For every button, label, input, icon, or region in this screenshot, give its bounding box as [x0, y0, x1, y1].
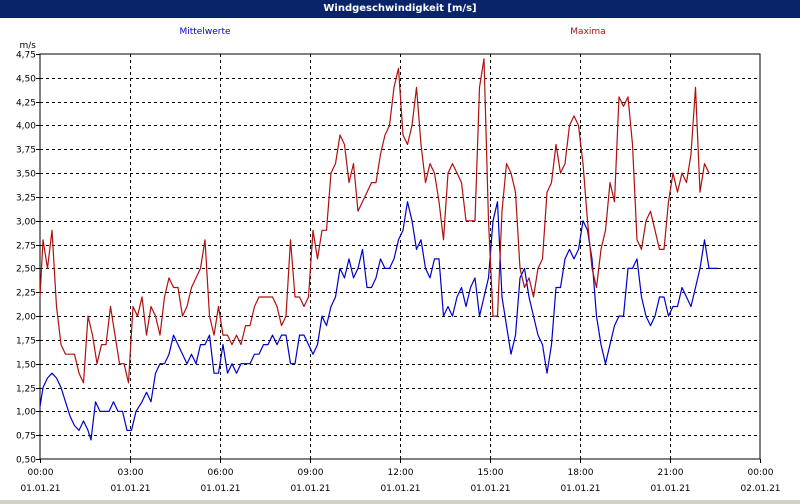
- x-tick-date-label: 01.01.21: [560, 484, 600, 494]
- y-tick-label: 0,50: [16, 456, 36, 466]
- y-tick-label: 2,25: [16, 289, 36, 299]
- x-tick-time-label: 18:00: [568, 468, 594, 478]
- y-tick-label: 3,50: [16, 170, 36, 180]
- y-tick-label: 1,75: [16, 337, 36, 347]
- y-tick-label: 4,25: [16, 99, 36, 109]
- x-tick-date-label: 01.01.21: [470, 484, 510, 494]
- x-tick-time-label: 21:00: [658, 468, 684, 478]
- y-tick-label: 3,25: [16, 194, 36, 204]
- x-tick-time-label: 15:00: [478, 468, 504, 478]
- x-tick-time-label: 00:00: [28, 468, 54, 478]
- y-tick-label: 3,00: [16, 218, 36, 228]
- x-tick-time-label: 00:00: [748, 468, 774, 478]
- y-tick-label: 4,50: [16, 75, 36, 85]
- series-line-maxima: [39, 58, 710, 384]
- x-tick-date-label: 01.01.21: [290, 484, 330, 494]
- y-axis-unit-label: m/s: [20, 41, 37, 51]
- x-tick-date-label: 01.01.21: [650, 484, 690, 494]
- x-tick-date-label: 01.01.21: [200, 484, 240, 494]
- y-tick-label: 2,50: [16, 265, 36, 275]
- y-tick-label: 0,75: [16, 432, 36, 442]
- x-tick-date-label: 02.01.21: [740, 484, 780, 494]
- x-tick-date-label: 01.01.21: [20, 484, 60, 494]
- y-tick-label: 4,00: [16, 122, 36, 132]
- x-tick-time-label: 03:00: [118, 468, 144, 478]
- legend-label-mittelwerte: Mittelwerte: [179, 27, 230, 37]
- y-tick-label: 3,75: [16, 146, 36, 156]
- series-line-mittelwerte: [39, 201, 718, 441]
- y-tick-label: 1,00: [16, 408, 36, 418]
- x-tick-time-label: 12:00: [388, 468, 414, 478]
- y-tick-label: 4,75: [16, 51, 36, 61]
- wind-speed-chart: 0,50 0,75 1,00 1,25 1,50 1,75 2,00 2,25 2,50 2,75…: [16, 27, 781, 494]
- y-tick-label: 2,00: [16, 313, 36, 323]
- chart-window-title: Windgeschwindigkeit [m/s]: [0, 0, 800, 18]
- x-tick-time-label: 09:00: [298, 468, 324, 478]
- x-tick-time-label: 06:00: [208, 468, 234, 478]
- chart-frame: 0,50 0,75 1,00 1,25 1,50 1,75 2,00 2,25 2,50 2,75…: [0, 18, 800, 500]
- y-tick-label: 2,75: [16, 242, 36, 252]
- y-tick-label: 1,25: [16, 385, 36, 395]
- x-tick-date-label: 01.01.21: [380, 484, 420, 494]
- y-tick-label: 1,50: [16, 361, 36, 371]
- legend-label-maxima: Maxima: [570, 27, 605, 37]
- x-tick-date-label: 01.01.21: [110, 484, 150, 494]
